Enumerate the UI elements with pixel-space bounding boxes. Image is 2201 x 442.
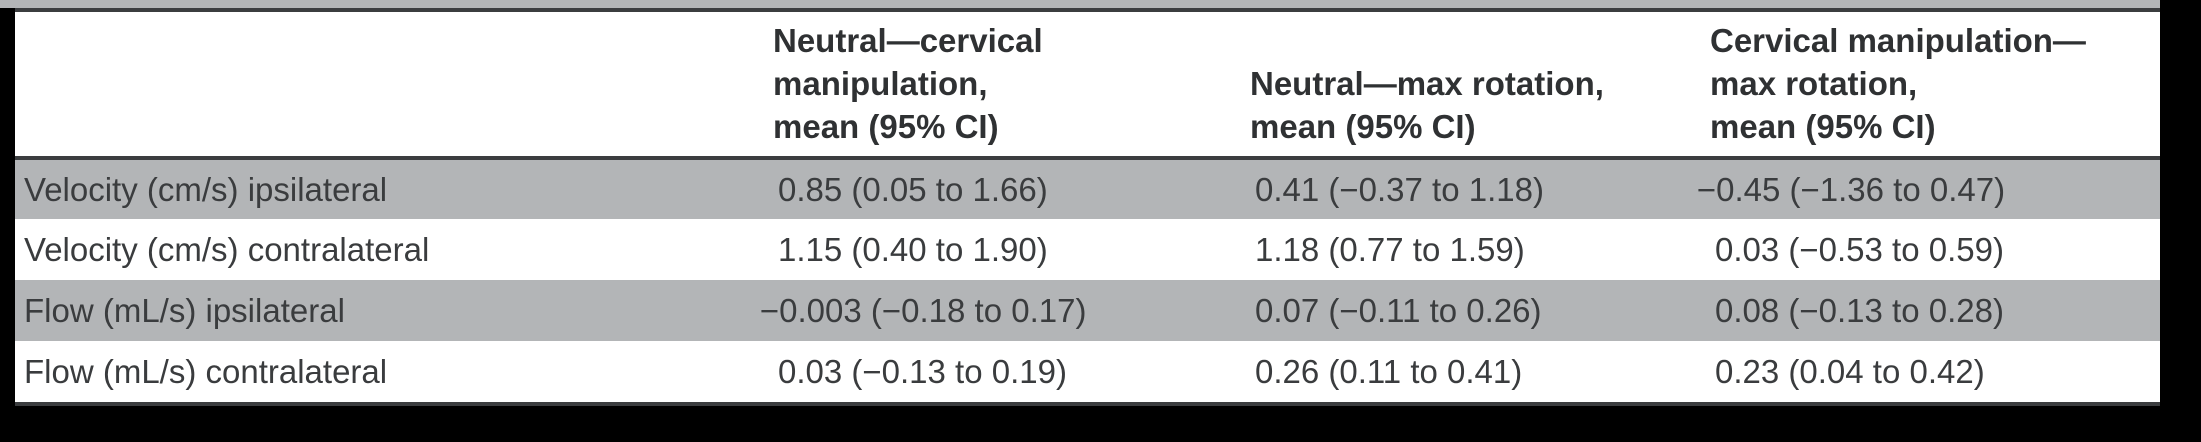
col-header-cervical-manipulation-max-rotation: Cervical manipulation— max rotation, mea…: [1700, 12, 2160, 160]
value-cell: −0.003 (−0.18 to 0.17): [760, 280, 1240, 341]
value-cell: 0.23 (0.04 to 0.42): [1700, 341, 2160, 402]
header-row: Neutral—cervical manipulation, mean (95%…: [15, 12, 2160, 160]
header-line: mean (95% CI): [773, 108, 999, 145]
table-header: Neutral—cervical manipulation, mean (95%…: [15, 12, 2160, 160]
value-cell: 1.15 (0.40 to 1.90): [763, 219, 1240, 280]
value-cell: 1.18 (0.77 to 1.59): [1240, 219, 1700, 280]
value-cell: 0.07 (−0.11 to 0.26): [1240, 280, 1700, 341]
header-line: max rotation,: [1710, 65, 1918, 102]
header-line: Neutral—max rotation,: [1250, 65, 1604, 102]
header-line: Cervical manipulation—: [1710, 22, 2086, 59]
value-cell: 0.03 (−0.53 to 0.59): [1700, 219, 2160, 280]
table-body: Velocity (cm/s) ipsilateral 0.85 (0.05 t…: [15, 158, 2160, 402]
row-label: Velocity (cm/s) contralateral: [15, 219, 763, 280]
results-table-card: Neutral—cervical manipulation, mean (95%…: [15, 8, 2160, 406]
table-row-flow-contralateral: Flow (mL/s) contralateral 0.03 (−0.13 to…: [15, 341, 2160, 402]
value-cell: −0.45 (−1.36 to 0.47): [1697, 158, 2160, 219]
value-cell: 0.41 (−0.37 to 1.18): [1240, 158, 1700, 219]
results-table: Neutral—cervical manipulation, mean (95%…: [15, 12, 2160, 402]
row-label: Flow (mL/s) contralateral: [15, 341, 763, 402]
header-line: mean (95% CI): [1250, 108, 1476, 145]
value-cell: 0.08 (−0.13 to 0.28): [1700, 280, 2160, 341]
header-line: Neutral—cervical: [773, 22, 1043, 59]
value-cell: 0.85 (0.05 to 1.66): [763, 158, 1240, 219]
adjacent-row-strip: [0, 0, 2160, 8]
row-label: Flow (mL/s) ipsilateral: [15, 280, 763, 341]
header-line: mean (95% CI): [1710, 108, 1936, 145]
table-row-velocity-contralateral: Velocity (cm/s) contralateral 1.15 (0.40…: [15, 219, 2160, 280]
header-line: manipulation,: [773, 65, 988, 102]
empty-corner-header-cell: [15, 12, 763, 160]
value-cell: 0.26 (0.11 to 0.41): [1240, 341, 1700, 402]
col-header-neutral-cervical-manipulation: Neutral—cervical manipulation, mean (95%…: [763, 12, 1240, 160]
table-row-flow-ipsilateral: Flow (mL/s) ipsilateral −0.003 (−0.18 to…: [15, 280, 2160, 341]
table-row-velocity-ipsilateral: Velocity (cm/s) ipsilateral 0.85 (0.05 t…: [15, 158, 2160, 219]
row-label: Velocity (cm/s) ipsilateral: [15, 158, 763, 219]
value-cell: 0.03 (−0.13 to 0.19): [763, 341, 1240, 402]
col-header-neutral-max-rotation: Neutral—max rotation, mean (95% CI): [1240, 12, 1700, 160]
